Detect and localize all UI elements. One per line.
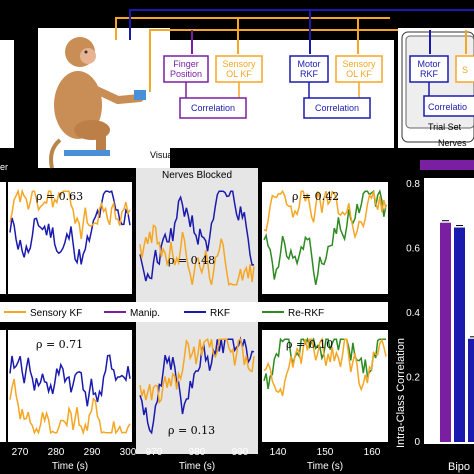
sensory-ol-kf-box-2 [335,55,383,83]
legend-label-4: Re-RKF [288,308,324,319]
bar-chart: Intra-Class Correlation 0 0.2 0.4 0.6 0.8 Bi… [395,160,474,473]
correlation-label-1: Correlation [191,103,235,113]
left-stub-2 [0,330,6,442]
rho-r2-c3: ρ = 0.10 [286,338,333,351]
trace-sensory-kf-6 [263,336,387,397]
time-tick-3-2: 150 [317,447,334,458]
sensory-ol-kf-2-line1: Sensory [342,59,376,69]
bar-ytick-4: 0.6 [406,244,420,255]
bar-3 [468,338,474,442]
finger-position-line1: Finger [173,59,199,69]
left-cut-label: er [0,162,8,172]
correlation-label-2: Correlation [315,103,359,113]
nerves-blocked-title: Nerves Blocked [162,170,232,181]
finger-position-line2: Position [170,69,202,79]
time-tick-3-1: 140 [270,447,287,458]
correlation-box-2 [303,97,371,119]
trace-sensory-kf-5 [139,338,255,405]
finger-position-box [163,55,209,83]
trial-motor-line1: Motor [417,59,440,69]
bar-ytick-1: 0 [414,437,420,448]
trial-motor-rkf-box [409,55,449,83]
trace-second-3 [263,189,387,285]
bar-1 [440,222,451,442]
correlation-box-1 [179,97,247,119]
sensory-feed-line-2 [149,29,474,92]
bar-yticks: 0 0.2 0.4 0.6 0.8 [406,179,420,448]
rho-r2-c2: ρ = 0.13 [168,424,215,437]
trial-sensory-label: S [462,65,468,75]
sensory-feed-line [115,17,390,40]
legend-items: Sensory KF Manip. RKF Re-RKF [4,308,324,319]
trial-correlation-label: Correlatio [428,102,467,112]
left-stub-1 [0,182,6,294]
monkey-illustration [49,37,146,169]
top-diagram: er Visual F [0,9,474,172]
trace-sensory-kf-3 [263,189,387,240]
bar-ytick-2: 0.2 [406,373,420,384]
visual-label: Visual F [150,150,183,160]
trial-sensory-box [455,55,474,83]
sensory-ol-kf-line2: OL KF [226,69,252,79]
time-axis-label-3: Time (s) [307,461,343,472]
motor-feed-line [129,9,474,40]
rho-r1-c1: ρ = 0.63 [36,190,83,203]
bar-ytick-3: 0.4 [406,308,420,319]
traces [9,188,387,436]
trace-sensory-kf-2 [139,224,255,287]
time-tick-1-2: 280 [48,447,65,458]
time-tick-2-2: 980 [189,447,206,458]
sensory-ol-kf-line1: Sensory [222,59,256,69]
time-tick-2-1: 970 [146,447,163,458]
sensory-ol-kf-2-line2: OL KF [346,69,372,79]
trace-second-1 [9,190,131,265]
time-axis-label-2: Time (s) [179,461,215,472]
trial-correlation-box [423,95,474,117]
time-axes: 270 280 290 300 Time (s) 970 980 990 Time (s) 140… [12,447,381,472]
legend-label-3: RKF [210,308,230,319]
trace-sensory-kf-1 [9,188,131,240]
bar-xlabel: Bipo [448,461,470,473]
bar-legend-swatch [420,160,474,170]
motor-rkf-line1: Motor [297,59,320,69]
trace-second-5 [139,336,255,435]
time-tick-1-1: 270 [12,447,29,458]
time-series-panels: Nerves Blocked ρ = 0.63 ρ = 0.48 ρ = 0.4… [0,168,388,472]
trial-set-outer [401,31,474,143]
legend-label-1: Sensory KF [30,308,82,319]
rho-r2-c1: ρ = 0.71 [36,338,83,351]
sensory-ol-kf-box [215,55,263,83]
time-tick-3-3: 160 [364,447,381,458]
trace-second-2 [139,190,255,282]
rho-r1-c3: ρ = 0.42 [292,190,339,203]
trace-second-6 [263,337,386,390]
trace-second-4 [9,354,131,407]
nerves-cut-label: Nerves [438,138,467,148]
bar-ytick-5: 0.8 [406,179,420,190]
motor-rkf-line2: RKF [300,69,319,79]
trial-motor-line2: RKF [420,69,439,79]
time-tick-1-4: 300 [120,447,137,458]
time-tick-1-3: 290 [84,447,101,458]
time-axis-label-1: Time (s) [52,461,88,472]
bar-ylabel: Intra-Class Correlation [395,338,407,448]
legend-label-2: Manip. [130,308,160,319]
bar-2 [454,227,465,442]
rho-r1-c2: ρ = 0.48 [168,254,215,267]
trace-sensory-kf-4 [9,378,131,436]
left-panel-fragment [0,40,14,148]
trial-set-label: Trial Set [428,122,462,132]
time-tick-2-3: 990 [232,447,249,458]
